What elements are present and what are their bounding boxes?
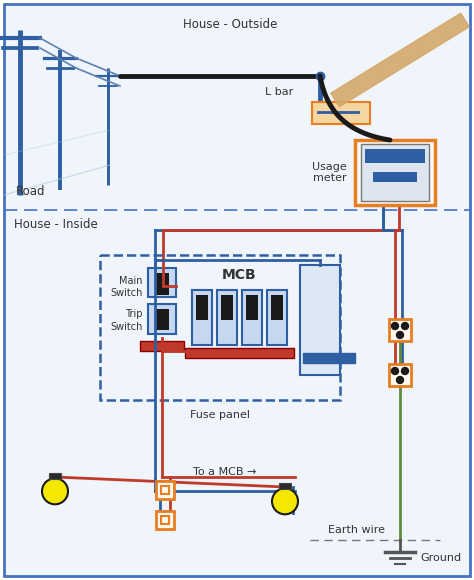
FancyBboxPatch shape	[148, 268, 176, 298]
FancyBboxPatch shape	[148, 304, 176, 334]
Text: Main
Switch: Main Switch	[110, 276, 143, 298]
FancyBboxPatch shape	[161, 486, 169, 494]
FancyBboxPatch shape	[267, 290, 287, 345]
FancyBboxPatch shape	[300, 265, 340, 375]
Polygon shape	[331, 13, 469, 107]
FancyBboxPatch shape	[361, 144, 429, 201]
Circle shape	[401, 322, 409, 329]
FancyBboxPatch shape	[140, 341, 184, 351]
Text: Road: Road	[16, 185, 46, 198]
Text: MCB: MCB	[222, 268, 257, 282]
Text: Fuse panel: Fuse panel	[190, 410, 250, 420]
FancyBboxPatch shape	[246, 295, 258, 320]
FancyBboxPatch shape	[312, 102, 370, 124]
Text: Trip
Switch: Trip Switch	[110, 309, 143, 332]
Text: Ground: Ground	[420, 553, 461, 563]
Circle shape	[272, 488, 298, 514]
FancyBboxPatch shape	[365, 149, 425, 163]
FancyBboxPatch shape	[192, 290, 212, 345]
FancyBboxPatch shape	[156, 511, 174, 529]
FancyBboxPatch shape	[221, 295, 233, 320]
FancyBboxPatch shape	[355, 140, 435, 205]
FancyBboxPatch shape	[4, 4, 470, 576]
FancyBboxPatch shape	[156, 481, 174, 499]
FancyBboxPatch shape	[155, 273, 169, 295]
FancyBboxPatch shape	[271, 295, 283, 320]
Text: To a MCB →: To a MCB →	[193, 467, 257, 477]
Circle shape	[392, 322, 399, 329]
Text: L bar: L bar	[265, 87, 293, 97]
FancyBboxPatch shape	[242, 290, 262, 345]
FancyBboxPatch shape	[389, 364, 411, 386]
FancyBboxPatch shape	[279, 483, 291, 489]
Text: Earth wire: Earth wire	[328, 525, 385, 535]
FancyBboxPatch shape	[303, 353, 355, 363]
FancyBboxPatch shape	[389, 319, 411, 341]
FancyBboxPatch shape	[155, 309, 169, 331]
FancyBboxPatch shape	[185, 348, 294, 358]
Text: House - Outside: House - Outside	[183, 18, 277, 31]
Circle shape	[392, 368, 399, 375]
FancyBboxPatch shape	[196, 295, 208, 320]
Text: House - Inside: House - Inside	[14, 218, 98, 231]
Circle shape	[401, 368, 409, 375]
FancyBboxPatch shape	[161, 516, 169, 524]
Circle shape	[396, 376, 403, 383]
Text: Usage
meter: Usage meter	[312, 162, 347, 183]
FancyBboxPatch shape	[49, 473, 61, 479]
FancyBboxPatch shape	[217, 290, 237, 345]
FancyBboxPatch shape	[373, 172, 417, 182]
Circle shape	[42, 478, 68, 504]
Circle shape	[396, 332, 403, 339]
